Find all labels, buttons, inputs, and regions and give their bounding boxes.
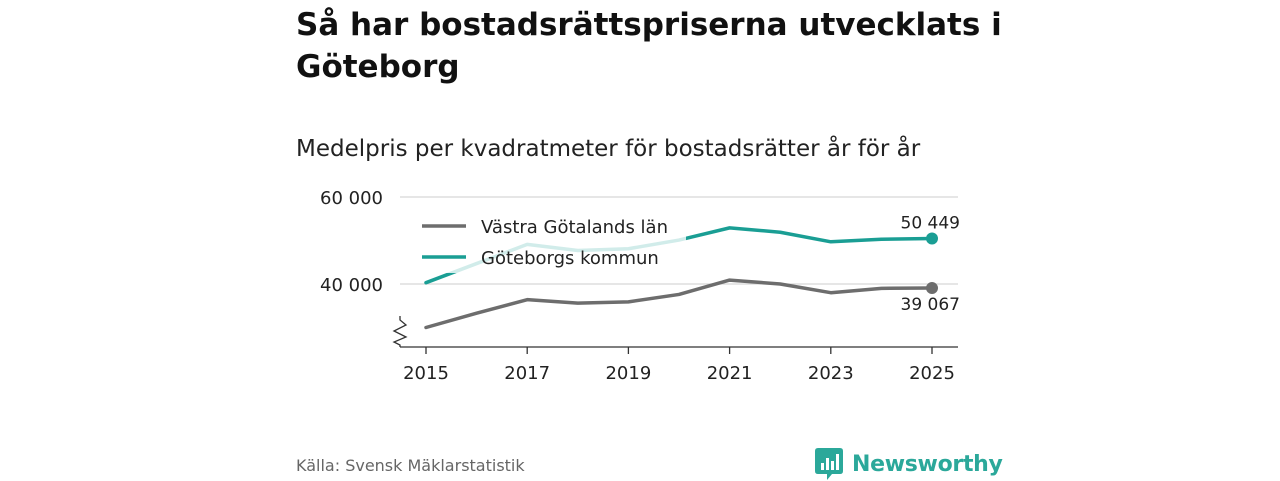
data-label: 39 067 [901, 295, 960, 315]
x-tick-label: 2023 [808, 363, 854, 384]
line-chart: 40 000 60 000 2015 2017 2019 2021 2023 2025 Väst… [320, 188, 960, 384]
x-tick-label: 2015 [403, 363, 449, 384]
series-end-point [926, 232, 938, 245]
bar-chart-icon [815, 448, 843, 480]
y-tick-label: 60 000 [320, 188, 383, 209]
source-note: Källa: Svensk Mäklarstatistik [296, 456, 525, 475]
legend-label: Västra Götalands län [481, 217, 668, 238]
series-end-point [926, 282, 938, 295]
newsworthy-logo: Newsworthy [814, 447, 1003, 481]
x-tick-label: 2025 [909, 363, 955, 384]
legend-label: Göteborgs kommun [481, 248, 659, 269]
series-line [424, 278, 934, 330]
chart-subtitle: Medelpris per kvadratmeter för bostadsrä… [296, 136, 921, 162]
axis-break-icon [392, 316, 408, 347]
brand-name: Newsworthy [852, 451, 1003, 477]
data-label: 50 449 [901, 214, 960, 234]
x-tick-label: 2019 [605, 363, 651, 384]
y-tick-label: 40 000 [320, 275, 383, 296]
x-tick-label: 2017 [504, 363, 550, 384]
x-tick-label: 2021 [707, 363, 753, 384]
legend-background [414, 207, 686, 273]
chart-title: Så har bostadsrättspriserna utvecklats i… [296, 7, 1002, 85]
